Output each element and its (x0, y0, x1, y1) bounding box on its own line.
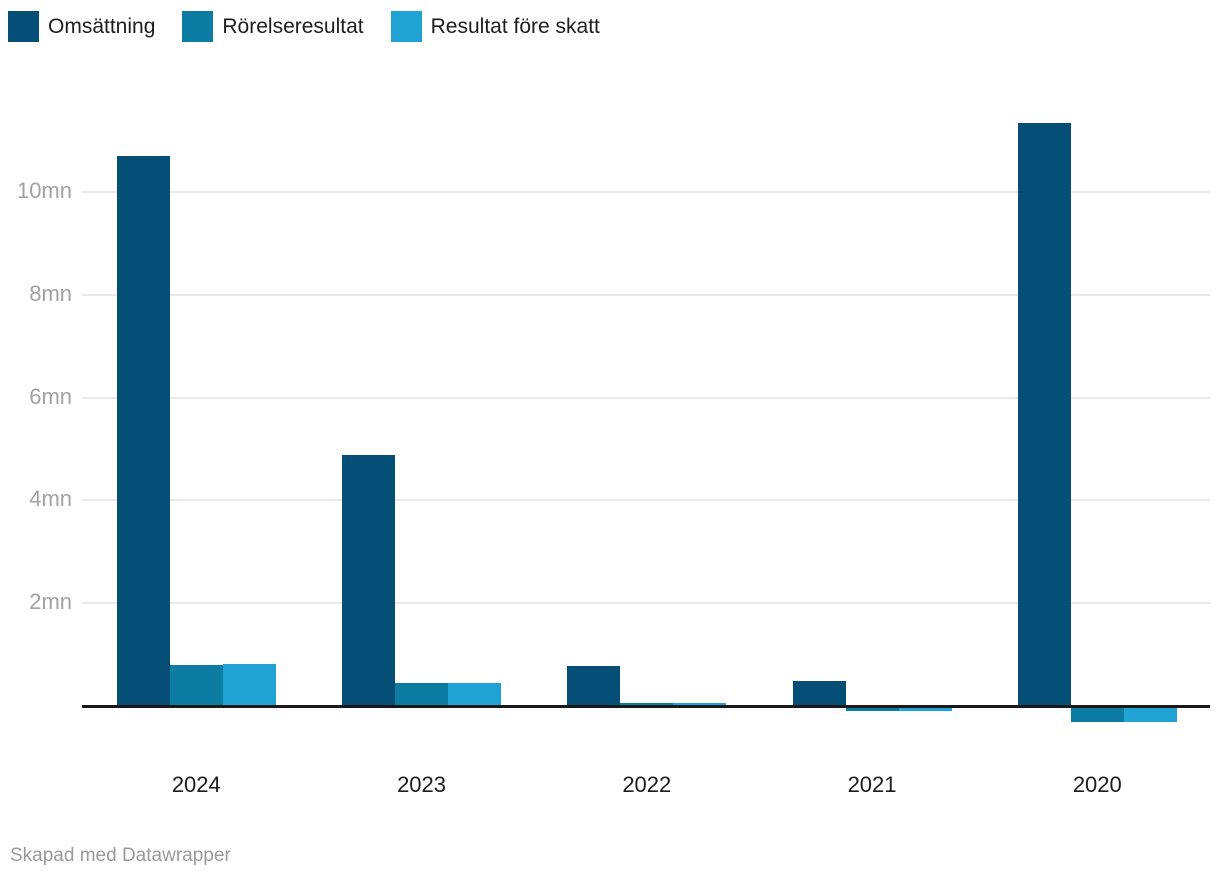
zero-baseline (82, 705, 1210, 708)
bar-resultat-fore-skatt-2023 (448, 683, 502, 706)
attribution-text: Skapad med Datawrapper (10, 845, 231, 866)
bar-rorelseresultat-2023 (395, 683, 449, 706)
legend-item-rorelseresultat: Rörelseresultat (182, 11, 364, 42)
chart-legend: Omsättning Rörelseresultat Resultat före s… (8, 11, 627, 42)
bar-omsattning-2024 (116, 156, 170, 706)
legend-label: Rörelseresultat (222, 14, 364, 38)
y-tick-label-4mn: 4mn (29, 486, 72, 512)
bar-omsattning-2023 (342, 454, 396, 706)
bar-omsattning-2020 (1017, 122, 1071, 706)
legend-item-resultat-fore-skatt: Resultat före skatt (390, 11, 600, 42)
x-tick-label-2022: 2022 (622, 772, 672, 797)
bar-resultat-fore-skatt-2020 (1123, 706, 1177, 723)
bar-rorelseresultat-2024 (169, 664, 223, 706)
bar-resultat-fore-skatt-2022 (673, 703, 727, 706)
bar-omsattning-2022 (567, 665, 621, 706)
x-tick-label-2024: 2024 (171, 772, 221, 797)
y-tick-label-2mn: 2mn (29, 589, 72, 615)
gridline-8mn (82, 293, 1210, 296)
bar-rorelseresultat-2020 (1070, 706, 1124, 723)
gridline-10mn (82, 191, 1210, 193)
legend-item-omsattning: Omsättning (8, 11, 155, 42)
bar-resultat-fore-skatt-2024 (222, 663, 276, 706)
y-tick-label-6mn: 6mn (29, 383, 72, 409)
x-tick-label-2020: 2020 (1072, 772, 1122, 797)
gridline-2mn (82, 602, 1210, 605)
gridline-4mn (82, 499, 1210, 502)
legend-label: Omsättning (48, 14, 156, 38)
y-tick-label-10mn: 10mn (16, 178, 72, 203)
y-tick-label-8mn: 8mn (29, 280, 72, 306)
legend-label: Resultat före skatt (430, 14, 600, 38)
bar-rorelseresultat-2022 (620, 702, 674, 706)
gridline-6mn (82, 396, 1210, 399)
bar-omsattning-2021 (792, 681, 846, 706)
legend-swatch-icon (390, 11, 422, 42)
legend-swatch-icon (182, 11, 214, 42)
x-tick-label-2023: 2023 (397, 772, 447, 797)
x-tick-label-2021: 2021 (847, 772, 897, 797)
bar-resultat-fore-skatt-2021 (898, 706, 952, 711)
legend-swatch-icon (8, 11, 39, 42)
bar-rorelseresultat-2021 (845, 706, 899, 711)
